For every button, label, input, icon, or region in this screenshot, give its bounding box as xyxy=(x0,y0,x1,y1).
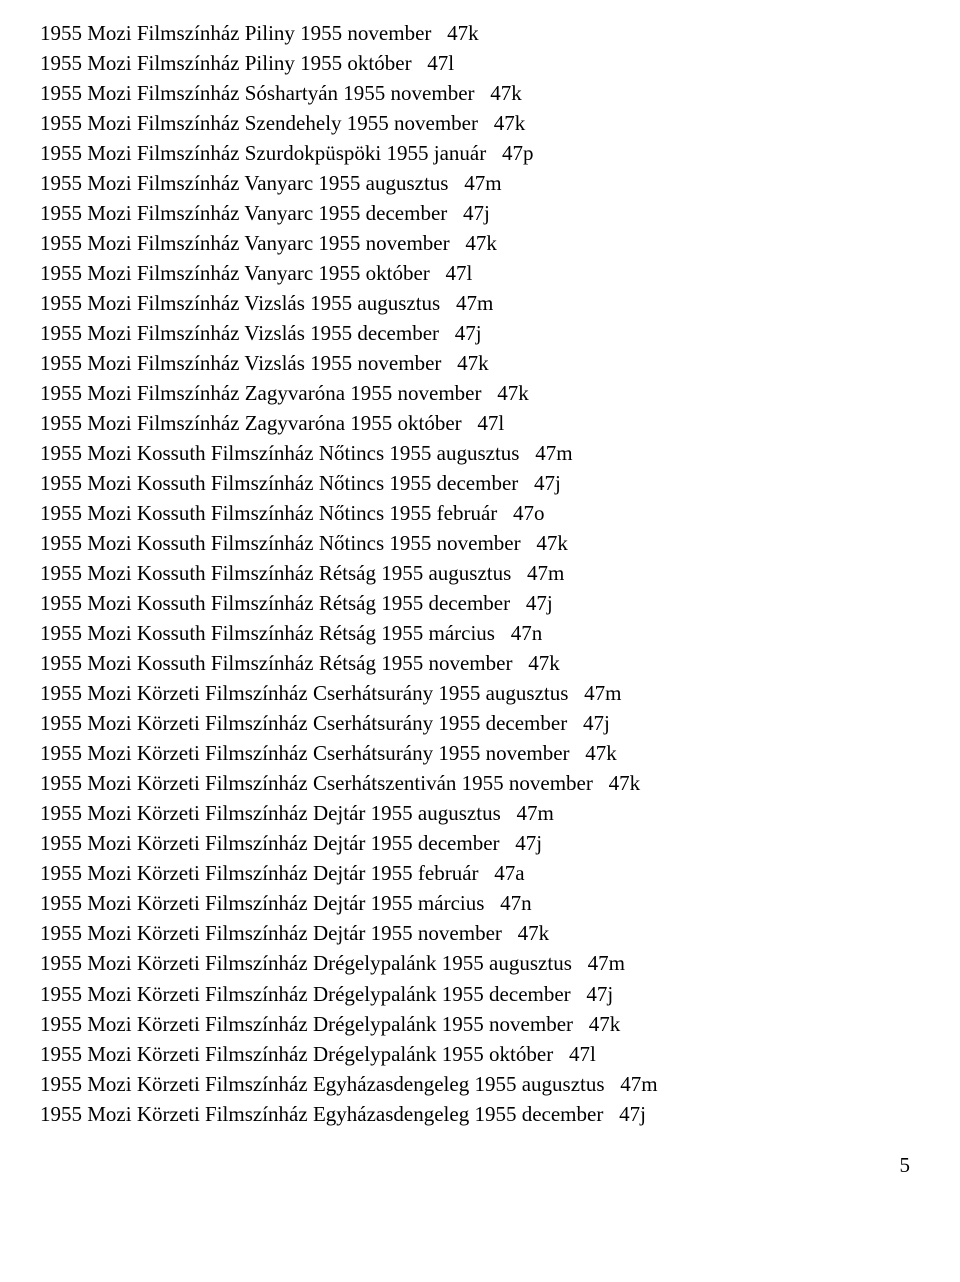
text-lines-container: 1955 Mozi Filmszínház Piliny 1955 novemb… xyxy=(40,18,920,1129)
document-page: 1955 Mozi Filmszínház Piliny 1955 novemb… xyxy=(0,0,960,1208)
text-line: 1955 Mozi Körzeti Filmszínház Cserhátsze… xyxy=(40,768,920,798)
text-line: 1955 Mozi Körzeti Filmszínház Drégelypal… xyxy=(40,1009,920,1039)
text-line: 1955 Mozi Filmszínház Vanyarc 1955 decem… xyxy=(40,198,920,228)
text-line: 1955 Mozi Filmszínház Piliny 1955 októbe… xyxy=(40,48,920,78)
text-line: 1955 Mozi Filmszínház Vanyarc 1955 novem… xyxy=(40,228,920,258)
text-line: 1955 Mozi Filmszínház Sóshartyán 1955 no… xyxy=(40,78,920,108)
text-line: 1955 Mozi Körzeti Filmszínház Dejtár 195… xyxy=(40,888,920,918)
page-number: 5 xyxy=(40,1153,920,1178)
text-line: 1955 Mozi Kossuth Filmszínház Nőtincs 19… xyxy=(40,498,920,528)
text-line: 1955 Mozi Filmszínház Szendehely 1955 no… xyxy=(40,108,920,138)
text-line: 1955 Mozi Körzeti Filmszínház Cserhátsur… xyxy=(40,678,920,708)
text-line: 1955 Mozi Körzeti Filmszínház Egyházasde… xyxy=(40,1099,920,1129)
text-line: 1955 Mozi Körzeti Filmszínház Cserhátsur… xyxy=(40,738,920,768)
text-line: 1955 Mozi Körzeti Filmszínház Drégelypal… xyxy=(40,1039,920,1069)
text-line: 1955 Mozi Körzeti Filmszínház Dejtár 195… xyxy=(40,858,920,888)
text-line: 1955 Mozi Filmszínház Vanyarc 1955 októb… xyxy=(40,258,920,288)
text-line: 1955 Mozi Filmszínház Zagyvaróna 1955 ok… xyxy=(40,408,920,438)
text-line: 1955 Mozi Filmszínház Piliny 1955 novemb… xyxy=(40,18,920,48)
text-line: 1955 Mozi Körzeti Filmszínház Cserhátsur… xyxy=(40,708,920,738)
text-line: 1955 Mozi Kossuth Filmszínház Nőtincs 19… xyxy=(40,528,920,558)
text-line: 1955 Mozi Kossuth Filmszínház Rétság 195… xyxy=(40,618,920,648)
text-line: 1955 Mozi Kossuth Filmszínház Rétság 195… xyxy=(40,588,920,618)
text-line: 1955 Mozi Kossuth Filmszínház Nőtincs 19… xyxy=(40,468,920,498)
text-line: 1955 Mozi Filmszínház Vanyarc 1955 augus… xyxy=(40,168,920,198)
text-line: 1955 Mozi Körzeti Filmszínház Drégelypal… xyxy=(40,979,920,1009)
text-line: 1955 Mozi Körzeti Filmszínház Drégelypal… xyxy=(40,948,920,978)
text-line: 1955 Mozi Körzeti Filmszínház Dejtár 195… xyxy=(40,918,920,948)
text-line: 1955 Mozi Kossuth Filmszínház Rétság 195… xyxy=(40,648,920,678)
text-line: 1955 Mozi Filmszínház Vizslás 1955 decem… xyxy=(40,318,920,348)
text-line: 1955 Mozi Filmszínház Szurdokpüspöki 195… xyxy=(40,138,920,168)
text-line: 1955 Mozi Körzeti Filmszínház Egyházasde… xyxy=(40,1069,920,1099)
text-line: 1955 Mozi Körzeti Filmszínház Dejtár 195… xyxy=(40,828,920,858)
text-line: 1955 Mozi Körzeti Filmszínház Dejtár 195… xyxy=(40,798,920,828)
text-line: 1955 Mozi Kossuth Filmszínház Rétság 195… xyxy=(40,558,920,588)
text-line: 1955 Mozi Filmszínház Zagyvaróna 1955 no… xyxy=(40,378,920,408)
text-line: 1955 Mozi Filmszínház Vizslás 1955 novem… xyxy=(40,348,920,378)
text-line: 1955 Mozi Kossuth Filmszínház Nőtincs 19… xyxy=(40,438,920,468)
text-line: 1955 Mozi Filmszínház Vizslás 1955 augus… xyxy=(40,288,920,318)
